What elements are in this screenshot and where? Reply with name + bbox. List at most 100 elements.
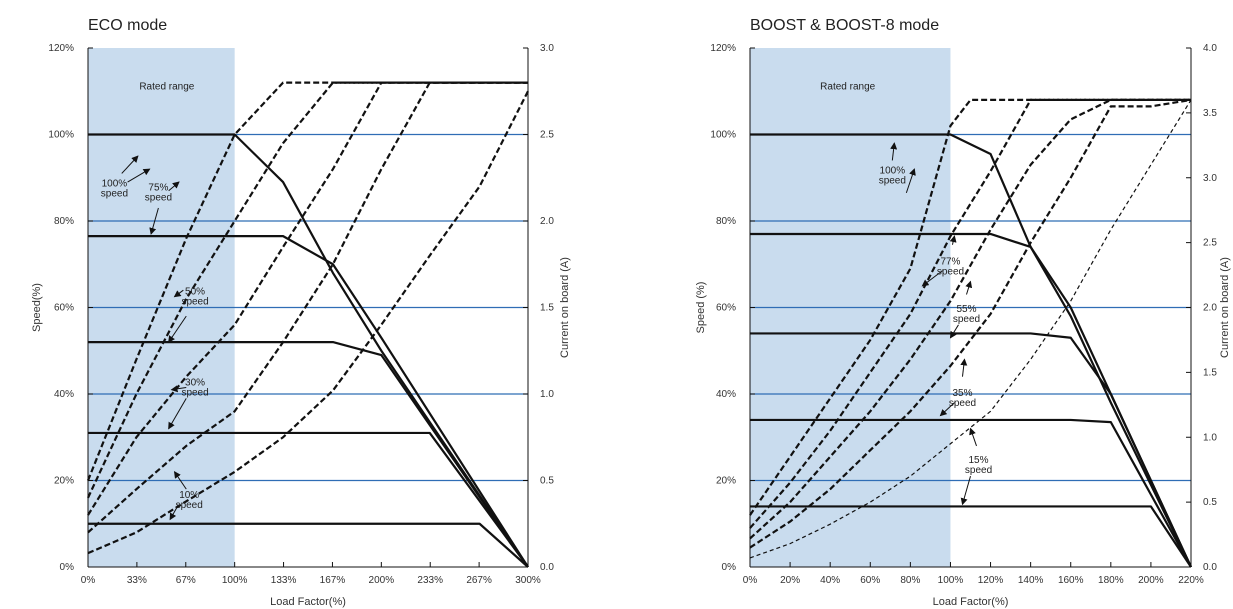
x-tick-label: 267% [466, 575, 492, 586]
x-axis-label: Load Factor(%) [270, 596, 346, 608]
annotation-arrow [890, 142, 898, 161]
y-tick-label: 60% [716, 303, 736, 314]
y-tick-label: 20% [716, 476, 736, 487]
y2-tick-label: 3.5 [1203, 108, 1217, 119]
y-tick-label: 80% [54, 216, 74, 227]
y2-axis-label: Current on board (A) [559, 257, 571, 358]
speed-curve [750, 505, 1192, 568]
y-axis-label: Speed(%) [31, 283, 43, 332]
x-tick-label: 100% [222, 575, 248, 586]
annotation-arrow [168, 315, 187, 343]
annotation-label: speed [949, 398, 976, 409]
y2-tick-label: 0.0 [540, 562, 554, 573]
annotation-arrow [905, 168, 916, 194]
y2-tick-label: 1.5 [1203, 367, 1217, 378]
current-curve [749, 98, 1191, 529]
y2-tick-label: 2.5 [1203, 238, 1217, 249]
annotation-label: speed [181, 387, 208, 398]
annotation-label: 30% [185, 377, 205, 388]
current-curve [86, 81, 528, 481]
rated-range-label: Rated range [139, 82, 194, 93]
y-tick-label: 100% [48, 130, 74, 141]
y-tick-label: 120% [710, 43, 736, 54]
x-tick-label: 0% [81, 575, 96, 586]
x-tick-label: 0% [743, 575, 758, 586]
annotation-arrow [939, 402, 955, 417]
y-tick-label: 40% [54, 389, 74, 400]
annotation-label: 15% [969, 455, 989, 466]
speed-curve [88, 341, 529, 568]
eco-mode-chart: ECO mode Rated range 0% 20% 40% 60% 80% 100% 120… [31, 17, 571, 608]
rated-range-label: Rated range [820, 82, 875, 93]
y-axis-label: Speed (%) [695, 282, 707, 334]
x-tick-label: 33% [127, 575, 147, 586]
x-tick-label: 220% [1178, 575, 1204, 586]
x-tick-label: 167% [320, 575, 346, 586]
current-curve [749, 98, 1192, 549]
x-tick-label: 180% [1098, 575, 1124, 586]
y-tick-label: 60% [54, 303, 74, 314]
annotation-arrow [960, 476, 971, 506]
y2-tick-label: 3.0 [1203, 173, 1217, 184]
speed-curve [88, 431, 529, 568]
y2-tick-label: 0.0 [1203, 562, 1217, 573]
y-tick-label: 80% [716, 216, 736, 227]
x-tick-label: 120% [978, 575, 1004, 586]
chart-title: BOOST & BOOST-8 mode [750, 17, 939, 34]
y2-tick-label: 0.5 [540, 476, 554, 487]
y2-tick-label: 2.0 [1203, 303, 1217, 314]
current-curve [749, 98, 1191, 540]
annotation-arrow [121, 155, 139, 174]
y-tick-label: 40% [716, 389, 736, 400]
annotation-arrow [169, 506, 178, 521]
y-tick-label: 0% [60, 562, 75, 573]
current-curve [749, 99, 1192, 559]
x-tick-label: 140% [1018, 575, 1044, 586]
x-tick-label: 200% [369, 575, 395, 586]
annotation-label: 35% [952, 388, 972, 399]
boost-mode-chart: BOOST & BOOST-8 mode Rated range 0% 20% 40% 6… [695, 17, 1231, 608]
speed-curve [88, 522, 529, 568]
speed-curve [750, 332, 1192, 568]
x-tick-label: 160% [1058, 575, 1084, 586]
y2-tick-label: 1.0 [540, 389, 554, 400]
annotation-arrow [960, 358, 968, 377]
annotation-label: 55% [956, 304, 976, 315]
x-tick-label: 20% [780, 575, 800, 586]
annotation-arrow [173, 471, 187, 490]
annotation-label: speed [965, 465, 992, 476]
y2-tick-label: 0.5 [1203, 497, 1217, 508]
y2-tick-label: 2.0 [540, 216, 554, 227]
annotation-label: speed [101, 188, 128, 199]
annotation-label: speed [176, 500, 203, 511]
speed-curve [88, 133, 529, 568]
x-axis-label: Load Factor(%) [933, 596, 1009, 608]
speed-curve [750, 418, 1192, 568]
y-tick-label: 120% [48, 43, 74, 54]
x-tick-label: 40% [820, 575, 840, 586]
x-tick-label: 67% [176, 575, 196, 586]
annotation-arrow [949, 235, 957, 245]
speed-curve [88, 235, 529, 568]
chart-title: ECO mode [88, 17, 167, 34]
annotation-arrow [127, 168, 151, 183]
current-curve [749, 98, 1191, 516]
annotation-label: speed [937, 266, 964, 277]
y2-axis-label: Current on board (A) [1219, 257, 1231, 358]
y2-tick-label: 2.5 [540, 130, 554, 141]
current-curve [87, 90, 529, 555]
y2-tick-label: 4.0 [1203, 43, 1217, 54]
annotation-label: speed [181, 297, 208, 308]
annotation-label: 100% [102, 178, 128, 189]
annotation-label: speed [953, 314, 980, 325]
annotation-label: speed [145, 193, 172, 204]
x-tick-label: 60% [860, 575, 880, 586]
annotation-arrow [168, 181, 180, 192]
x-tick-label: 233% [417, 575, 443, 586]
annotation-label: 77% [940, 256, 960, 267]
annotation-label: 50% [185, 287, 205, 298]
annotation-arrow [168, 398, 187, 430]
annotation-label: 75% [148, 183, 168, 194]
annotation-arrow [149, 207, 159, 235]
